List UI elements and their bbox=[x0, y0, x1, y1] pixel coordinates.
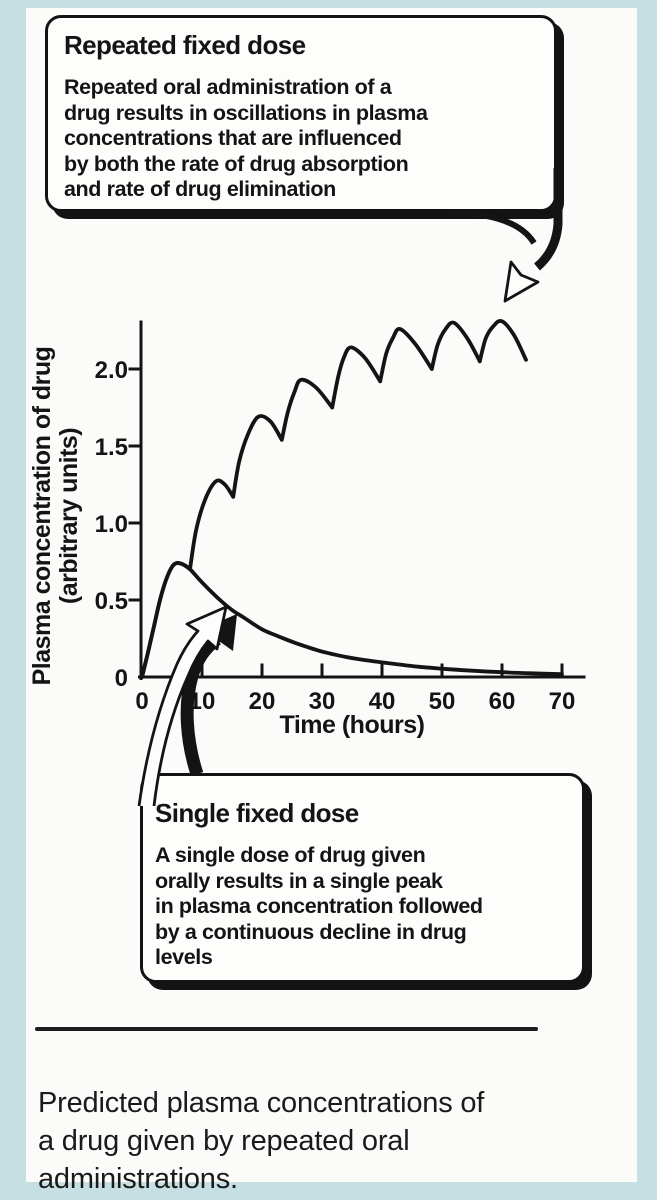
repeated-dose-callout-body: Repeated oral administration of a drug r… bbox=[64, 75, 428, 201]
repeated-dose-callout-title: Repeated fixed dose bbox=[64, 30, 306, 60]
figure-caption: Predicted plasma concentrations of a dru… bbox=[38, 1087, 485, 1195]
single-dose-callout-title: Single fixed dose bbox=[155, 798, 359, 828]
divider-rule bbox=[35, 1027, 538, 1031]
single-dose-callout: Single fixed dose A single dose of drug … bbox=[140, 773, 585, 983]
repeated-dose-callout: Repeated fixed dose Repeated oral admini… bbox=[45, 15, 557, 212]
single-dose-callout-body: A single dose of drug given orally resul… bbox=[155, 843, 483, 969]
